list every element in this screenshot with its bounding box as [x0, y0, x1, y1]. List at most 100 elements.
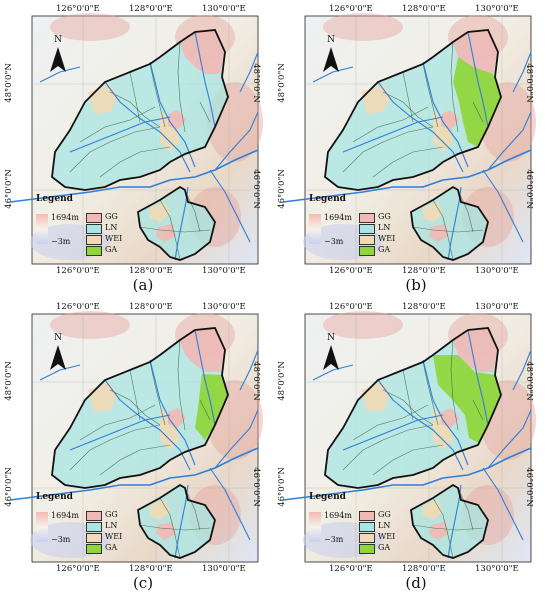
legend-label-wei: WEI — [378, 532, 396, 541]
legend-swatch-wei — [359, 533, 375, 543]
legend-label-ln: LN — [378, 521, 391, 530]
legend-swatch-ga — [359, 246, 375, 256]
coord-label-right: 48°0'0"N — [250, 63, 261, 103]
river-line — [512, 349, 532, 391]
dem-low-label: −3m — [51, 237, 71, 246]
river-line — [214, 111, 259, 171]
subbasin-boundary — [139, 226, 211, 233]
legend-swatch-ln — [86, 224, 102, 234]
subbasin-boundary — [139, 524, 211, 531]
subbasin-boundary — [149, 361, 166, 426]
subbasin-boundary — [472, 399, 484, 421]
basin-outline — [324, 327, 502, 489]
legend-label-gg: GG — [378, 510, 391, 519]
basin-outline — [51, 29, 229, 191]
legend-swatch-ln — [359, 522, 375, 532]
legend-label-ga: GA — [105, 245, 118, 254]
basin-outline — [137, 185, 216, 261]
wei-patch — [423, 202, 443, 222]
coord-label-right: 46°0'0"N — [523, 467, 534, 507]
ga-region — [433, 355, 501, 443]
basin-outline — [137, 483, 216, 559]
subbasin-boundary — [184, 189, 201, 233]
coord-label-left: 46°0'0"N — [276, 169, 287, 209]
legend-swatch-ga — [86, 246, 102, 256]
river-line — [422, 61, 469, 168]
north-label: N — [327, 35, 335, 45]
subbasin-boundary — [432, 497, 454, 559]
river-line — [194, 31, 216, 128]
legend-swatch-gg — [86, 213, 102, 223]
legend-label-gg: GG — [378, 212, 391, 221]
dem-high-label: 1694m — [51, 213, 79, 222]
river-line — [149, 61, 196, 168]
coord-label-top: 128°0'0"E — [129, 302, 173, 312]
subbasin-boundary — [457, 189, 474, 233]
coord-label-right: 46°0'0"N — [523, 169, 534, 209]
coord-label-bottom: 128°0'0"E — [402, 564, 446, 574]
coord-label-bottom: 130°0'0"E — [475, 266, 519, 276]
subbasin-boundary — [129, 71, 141, 123]
map-canvas: N — [10, 311, 263, 563]
dem-ramp — [309, 512, 321, 542]
subbasin-boundary — [342, 126, 434, 173]
river-line — [149, 359, 196, 466]
legend-swatch-wei — [86, 533, 102, 543]
subbasin-boundary — [372, 146, 444, 178]
legend-title: Legend — [309, 194, 346, 204]
north-arrow-icon: N — [50, 35, 66, 72]
basin-outline — [324, 29, 502, 191]
legend-swatch-ln — [86, 522, 102, 532]
river-line — [482, 169, 524, 243]
river-line — [39, 66, 81, 83]
basin-north-ln — [52, 328, 228, 488]
river-line — [209, 467, 251, 541]
coord-label-right: 48°0'0"N — [523, 361, 534, 401]
subbasin-boundary — [352, 106, 429, 143]
gg-patch — [156, 224, 176, 242]
subbasin-boundary — [129, 369, 141, 421]
legend-label-ga: GA — [105, 543, 118, 552]
legend-label-ga: GA — [378, 543, 391, 552]
coord-label-bottom: 130°0'0"E — [202, 564, 246, 574]
coord-label-left: 48°0'0"N — [276, 63, 287, 103]
subbasin-boundary — [199, 399, 211, 421]
subbasin-boundary — [159, 497, 181, 559]
gg-patch — [453, 328, 498, 372]
river-line — [10, 149, 259, 203]
river-line — [487, 111, 532, 171]
legend: Legend 1694m −3m GG LN WEI GA — [309, 492, 419, 562]
dem-ramp — [309, 214, 321, 244]
subbasin-boundary — [69, 126, 161, 173]
coord-label-left: 46°0'0"N — [3, 467, 14, 507]
coord-label-right: 46°0'0"N — [250, 467, 261, 507]
legend-label-gg: GG — [105, 212, 118, 221]
coord-label-left: 48°0'0"N — [276, 361, 287, 401]
river-line — [342, 116, 444, 153]
subbasin-boundary — [149, 63, 166, 128]
panel-caption: (c) — [132, 574, 154, 592]
coord-label-top: 126°0'0"E — [329, 4, 373, 14]
river-line — [214, 409, 259, 469]
subbasin-boundary — [372, 444, 444, 476]
legend-title: Legend — [309, 492, 346, 502]
wei-patch — [423, 500, 443, 520]
north-label: N — [327, 333, 335, 343]
coord-label-bottom: 126°0'0"E — [56, 266, 100, 276]
river-line — [209, 169, 251, 243]
river-line — [312, 364, 354, 381]
subbasin-boundary — [432, 199, 454, 261]
coord-label-right: 48°0'0"N — [250, 361, 261, 401]
subbasin-boundary — [99, 146, 171, 178]
river-line — [283, 149, 532, 203]
coord-label-bottom: 126°0'0"E — [329, 266, 373, 276]
north-label: N — [54, 35, 62, 45]
dem-low-label: −3m — [324, 535, 344, 544]
legend-swatch-wei — [359, 235, 375, 245]
coord-label-bottom: 128°0'0"E — [129, 266, 173, 276]
subbasin-boundary — [159, 199, 181, 261]
dem-low-label: −3m — [51, 535, 71, 544]
river-line — [239, 349, 259, 391]
wei-patch — [150, 500, 170, 520]
map-panel: N 126°0'0"E 128°0'0"E 130°0'0"E 126°0'0"E 128… — [277, 2, 548, 294]
